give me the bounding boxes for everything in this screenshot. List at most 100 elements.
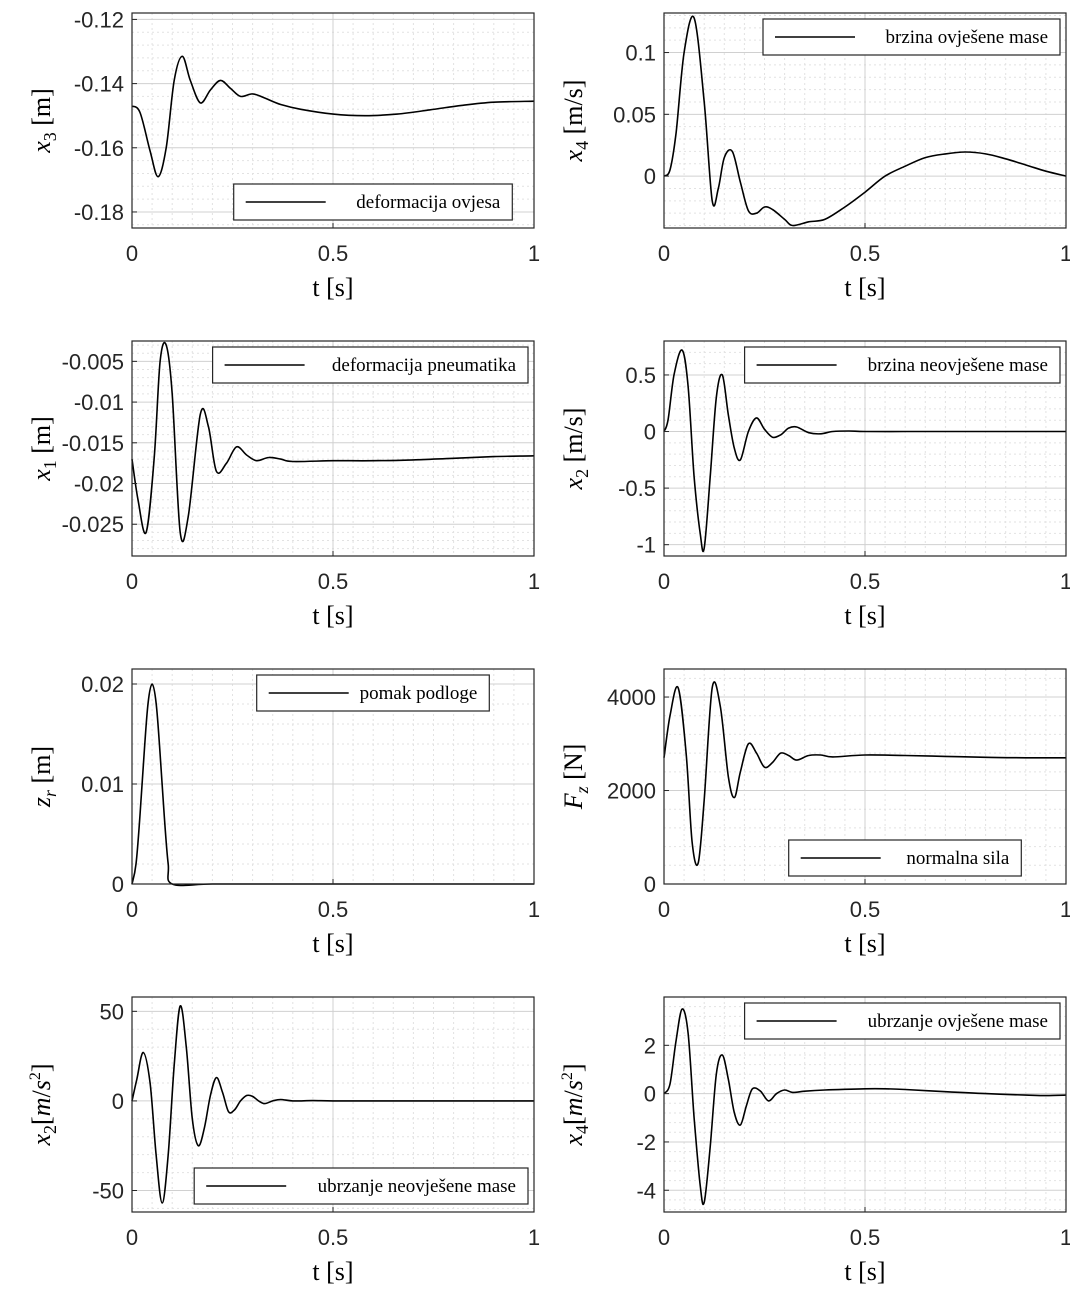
y-tick-label: 4000 — [607, 685, 656, 710]
y-axis-label: x2 [m/s] — [559, 408, 592, 491]
legend-label: pomak podloge — [360, 683, 478, 704]
y-label-unit: [m] — [27, 746, 56, 790]
legend: deformacija ovjesa — [234, 184, 513, 220]
y-tick-label: -0.18 — [74, 200, 124, 225]
chart-panel-2: 0 0.5 1 0.1 0.05 0 t [s] x4 [m/s] brzina ovješen… — [559, 13, 1070, 302]
y-tick-label: 0 — [644, 872, 656, 897]
legend-label: ubrzanje neovješene mase — [318, 1176, 516, 1197]
y-tick-label: 0 — [112, 1089, 124, 1114]
x-axis-label: t [s] — [844, 929, 885, 958]
chart-panel-5: 0 0.5 1 0.02 0.01 0 t [s] zr [m] pomak podloge — [27, 669, 540, 958]
y-tick-label: -0.14 — [74, 72, 124, 97]
y-tick-label: 0 — [112, 872, 124, 897]
y-label-bracket: [ — [27, 1116, 56, 1125]
y-label-subscript: 2 — [40, 1125, 60, 1134]
legend-label: ubrzanje ovješene mase — [868, 1011, 1048, 1032]
y-tick-label: 0.5 — [625, 363, 656, 388]
chart-panel-1: 0 0.5 1 -0.12 -0.14 -0.16 -0.18 t [s] x3 [m] defo… — [27, 7, 540, 302]
y-axis-label: x4 [m/s] — [559, 80, 592, 163]
y-label-unit: m — [559, 1098, 588, 1117]
legend-label: brzina neovješene mase — [868, 355, 1048, 376]
legend-label: normalna sila — [906, 848, 1009, 869]
y-label-symbol: x — [27, 469, 56, 482]
x-tick-label: 0.5 — [318, 569, 349, 594]
y-tick-label: 0 — [644, 164, 656, 189]
y-label-symbol: x — [27, 141, 56, 154]
y-axis-label: x4[m/s2] — [559, 1063, 592, 1146]
y-axis-label: x1 [m] — [27, 416, 60, 482]
y-tick-label: -0.02 — [74, 472, 124, 497]
y-axis-label: x2[m/s2] — [27, 1063, 60, 1146]
legend: brzina ovješene mase — [763, 19, 1060, 55]
legend-label: brzina ovješene mase — [886, 27, 1048, 48]
y-tick-label: 0.05 — [613, 102, 656, 127]
y-label-symbol: x — [27, 1134, 56, 1147]
x-tick-label: 0 — [126, 897, 138, 922]
y-tick-label: 0.1 — [625, 41, 656, 66]
y-label-unit: [m/s] — [559, 408, 588, 469]
y-tick-label: 0 — [644, 420, 656, 445]
y-tick-label: 2 — [644, 1033, 656, 1058]
y-tick-label: -0.12 — [74, 7, 124, 32]
x-tick-label: 1 — [528, 897, 540, 922]
y-tick-label: 0.02 — [81, 672, 124, 697]
y-tick-label: -0.16 — [74, 136, 124, 161]
legend: ubrzanje ovješene mase — [745, 1003, 1060, 1039]
y-tick-label: -1 — [636, 533, 656, 558]
x-tick-label: 1 — [1060, 1225, 1070, 1250]
x-tick-label: 1 — [1060, 897, 1070, 922]
chart-panel-8: 0 0.5 120-2-4t [s]x4[m/s2]ubrzanje ovješen… — [559, 997, 1070, 1286]
y-label-unit: s — [559, 1080, 588, 1090]
legend: brzina neovješene mase — [745, 347, 1060, 383]
y-label-subscript: 1 — [40, 460, 60, 469]
y-label-unit: [m/s] — [559, 80, 588, 141]
legend: ubrzanje neovješene mase — [194, 1168, 528, 1204]
y-tick-label: 50 — [100, 999, 124, 1024]
y-label-symbol: x — [559, 1134, 588, 1147]
x-tick-label: 0.5 — [318, 241, 349, 266]
y-tick-label: -0.015 — [62, 431, 124, 456]
x-tick-label: 1 — [528, 569, 540, 594]
x-tick-label: 0.5 — [850, 897, 881, 922]
y-label-symbol: x — [559, 477, 588, 490]
x-axis-label: t [s] — [312, 601, 353, 630]
y-label-unit: [m] — [27, 416, 56, 460]
x-tick-label: 0 — [126, 241, 138, 266]
x-tick-label: 1 — [528, 241, 540, 266]
x-tick-label: 0.5 — [850, 569, 881, 594]
x-axis-label: t [s] — [312, 273, 353, 302]
x-tick-label: 0.5 — [850, 241, 881, 266]
y-tick-label: 0.01 — [81, 772, 124, 797]
legend: pomak podloge — [257, 675, 490, 711]
x-axis-label: t [s] — [312, 1257, 353, 1286]
y-tick-label: -4 — [636, 1178, 656, 1203]
y-label-subscript: 3 — [40, 132, 60, 141]
y-label-subscript: 4 — [572, 141, 592, 150]
x-tick-label: 0 — [658, 1225, 670, 1250]
x-tick-label: 0 — [658, 241, 670, 266]
y-label-bracket: [ — [559, 1116, 588, 1125]
y-tick-label: 0 — [644, 1082, 656, 1107]
chart-panel-4: 0 0.5 10.50-0.5-1t [s]x2 [m/s]brzina neovj… — [559, 341, 1070, 630]
y-label-superscript: 2 — [559, 1072, 576, 1080]
y-label-symbol: F — [559, 792, 588, 810]
y-label-subscript: 4 — [572, 1125, 592, 1134]
x-axis-label: t [s] — [844, 273, 885, 302]
y-label-superscript: 2 — [27, 1072, 44, 1080]
legend-label: deformacija pneumatika — [332, 355, 517, 376]
y-label-bracket: ] — [27, 1063, 56, 1072]
y-tick-label: -0.01 — [74, 390, 124, 415]
legend: normalna sila — [789, 840, 1022, 876]
x-tick-label: 0.5 — [318, 1225, 349, 1250]
x-tick-label: 0 — [126, 1225, 138, 1250]
y-tick-label: -0.025 — [62, 512, 124, 537]
x-tick-label: 0 — [658, 569, 670, 594]
y-label-unit: [N] — [559, 744, 588, 787]
y-axis-label: x3 [m] — [27, 88, 60, 154]
x-tick-label: 0 — [658, 897, 670, 922]
x-tick-label: 0.5 — [318, 897, 349, 922]
y-label-unit: [m] — [27, 88, 56, 132]
x-tick-label: 0.5 — [850, 1225, 881, 1250]
legend-label: deformacija ovjesa — [356, 192, 501, 213]
